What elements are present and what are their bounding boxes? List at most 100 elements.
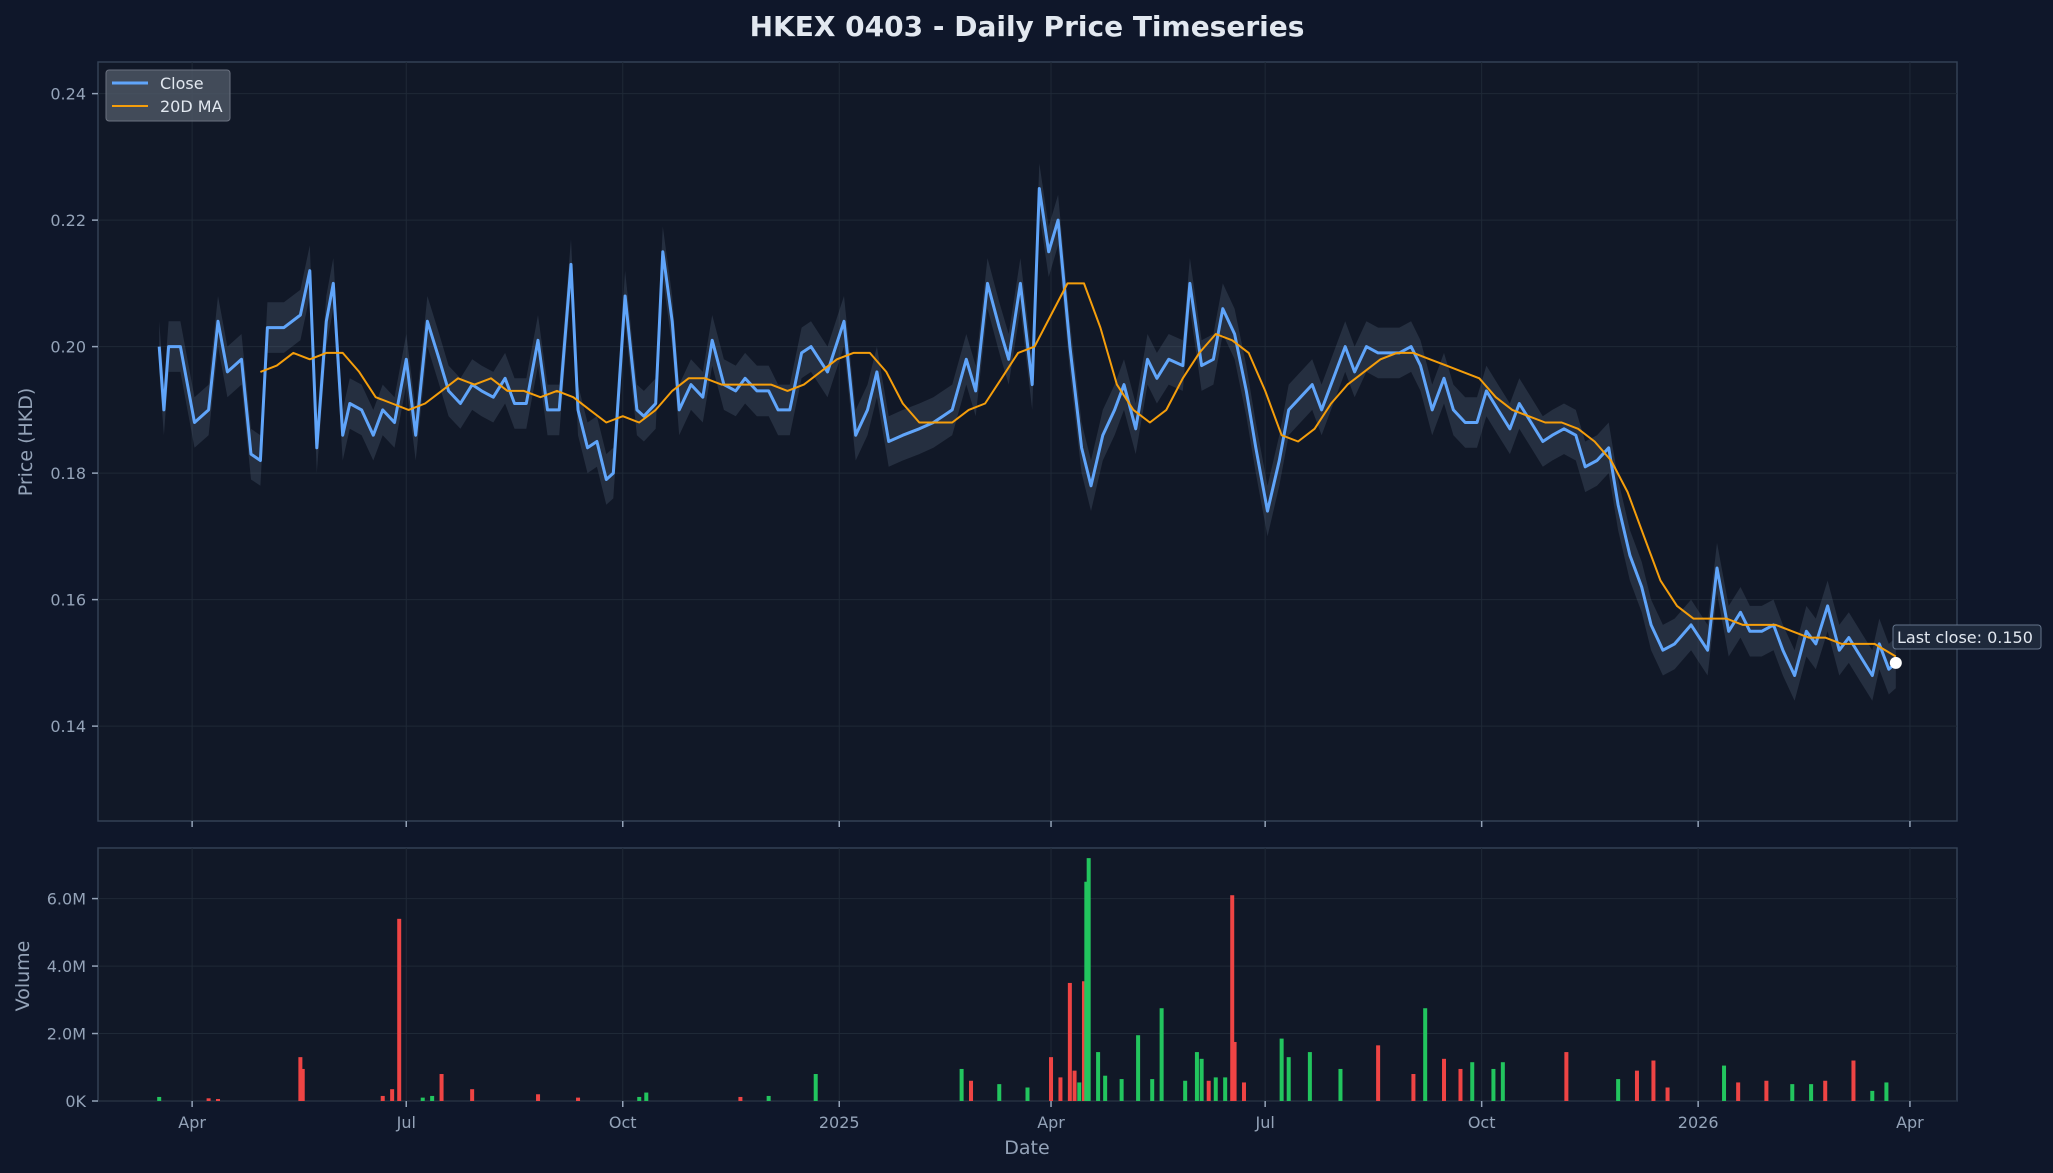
volume-bar	[1119, 1079, 1124, 1101]
x-tick-label: Apr	[178, 1113, 206, 1132]
volume-bar	[1851, 1060, 1856, 1101]
volume-bar	[959, 1068, 964, 1101]
volume-bar	[298, 1057, 303, 1101]
volume-bar	[1458, 1068, 1463, 1101]
volume-bar	[576, 1097, 581, 1101]
volume-bar	[470, 1089, 475, 1101]
volume-bar	[969, 1080, 974, 1101]
volume-bar	[1136, 1035, 1141, 1101]
volume-bar	[738, 1096, 743, 1101]
last-close-marker	[1889, 656, 1902, 669]
legend: Close 20D MA	[105, 69, 231, 122]
volume-bar	[1809, 1084, 1814, 1101]
volume-bar	[1223, 1077, 1228, 1101]
volume-tick-label: 4.0M	[47, 957, 86, 976]
x-axis-label: Date	[1004, 1137, 1049, 1159]
volume-bar	[206, 1098, 211, 1101]
annotation-box	[1892, 624, 2042, 650]
volume-bar	[1194, 1052, 1199, 1101]
volume-bar	[1764, 1080, 1769, 1101]
volume-bar	[1722, 1065, 1727, 1101]
price-grid	[98, 62, 1957, 821]
volume-bar	[997, 1084, 1002, 1101]
volume-bar	[1084, 881, 1089, 1101]
volume-bar	[1150, 1079, 1155, 1101]
x-tick-label: Jul	[396, 1113, 416, 1132]
volume-bar	[1423, 1008, 1428, 1101]
x-tick-label: Apr	[1896, 1113, 1924, 1132]
annotation-text: Last close: 0.150	[1897, 628, 2033, 647]
volume-bar	[766, 1095, 771, 1101]
volume-bar	[1058, 1077, 1063, 1101]
volume-bar	[536, 1094, 541, 1101]
volume-bar	[1025, 1087, 1030, 1101]
volume-bar	[637, 1096, 642, 1101]
volume-bar	[1213, 1077, 1218, 1101]
volume-bar	[1376, 1045, 1381, 1101]
volume-tick-label: 0K	[65, 1092, 86, 1111]
volume-bar	[397, 918, 402, 1101]
volume-tick-label: 2.0M	[47, 1025, 86, 1044]
volume-bar	[1884, 1082, 1889, 1101]
volume-bar	[390, 1089, 395, 1101]
volume-bar	[1736, 1082, 1741, 1101]
volume-bar	[1077, 1082, 1082, 1101]
volume-bar	[1470, 1062, 1475, 1101]
volume-bar	[1096, 1052, 1101, 1101]
price-tick-label: 0.14	[50, 717, 86, 736]
x-tick-label: 2025	[819, 1113, 860, 1132]
axis-ticks: Apr Jul Oct 2025 Apr Jul Oct 2026 Apr 0.14 0.16 0.1…	[47, 85, 1924, 1132]
volume-bar	[1103, 1075, 1108, 1101]
volume-tick-label: 6.0M	[47, 890, 86, 909]
volume-bar	[1067, 982, 1072, 1101]
legend-label-close: Close	[160, 74, 204, 93]
price-tick-label: 0.22	[50, 211, 86, 230]
x-tick-label: Apr	[1037, 1113, 1065, 1132]
volume-bar	[1159, 1008, 1164, 1101]
x-tick-label: 2026	[1678, 1113, 1719, 1132]
volume-bar	[1411, 1074, 1416, 1101]
volume-bar	[1286, 1057, 1291, 1101]
x-tick-label: Oct	[1468, 1113, 1496, 1132]
x-tick-label: Jul	[1255, 1113, 1275, 1132]
volume-bar	[216, 1098, 221, 1101]
volume-bar	[644, 1092, 649, 1101]
volume-bar	[1823, 1080, 1828, 1101]
volume-bar	[1634, 1070, 1639, 1101]
volume-bar	[1651, 1060, 1656, 1101]
price-tick-label: 0.24	[50, 85, 86, 104]
close-line	[157, 187, 1897, 677]
chart-title: HKEX 0403 - Daily Price Timeseries	[750, 10, 1305, 43]
volume-bar	[300, 1068, 305, 1101]
volume-bar	[1790, 1084, 1795, 1101]
volume-bar	[1072, 1070, 1077, 1101]
volume-axis-label: Volume	[12, 941, 34, 1012]
volume-bars	[157, 858, 1889, 1101]
volume-bar	[1241, 1082, 1246, 1101]
volume-bar	[430, 1095, 435, 1101]
last-close-annotation: Last close: 0.150	[1892, 624, 2042, 650]
volume-bar	[1183, 1080, 1188, 1101]
volume-bar	[1086, 858, 1091, 1101]
price-tick-label: 0.16	[50, 591, 86, 610]
volume-bar	[1491, 1068, 1496, 1101]
range-band	[159, 163, 1896, 701]
volume-bar	[1279, 1038, 1284, 1101]
price-tick-label: 0.20	[50, 338, 86, 357]
price-tick-label: 0.18	[50, 464, 86, 483]
volume-bar	[1665, 1087, 1670, 1101]
volume-bar	[420, 1097, 425, 1101]
legend-label-ma: 20D MA	[160, 97, 223, 116]
volume-bar	[439, 1074, 444, 1101]
volume-bar	[1564, 1052, 1569, 1101]
volume-bar	[1230, 895, 1235, 1101]
volume-bar	[1870, 1090, 1875, 1101]
volume-bar	[1049, 1057, 1054, 1101]
x-tick-label: Oct	[609, 1113, 637, 1132]
price-axis-label: Price (HKD)	[15, 388, 37, 497]
volume-bar	[813, 1074, 818, 1101]
volume-bar	[1616, 1079, 1621, 1101]
volume-bar	[1081, 981, 1086, 1101]
volume-bar	[1442, 1058, 1447, 1101]
